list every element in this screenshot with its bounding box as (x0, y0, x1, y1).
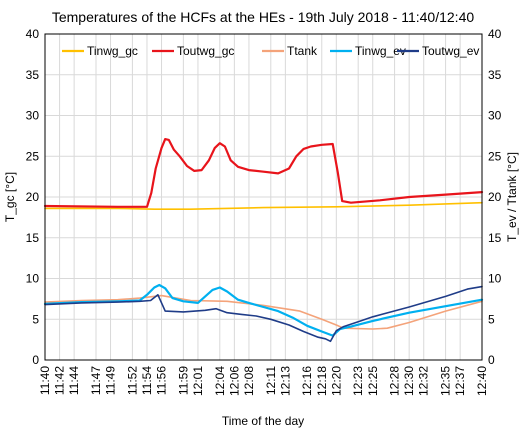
legend-label: Toutwg_ev (422, 44, 479, 58)
y-tick-label-left: 25 (26, 149, 40, 163)
y-tick-label-right: 15 (488, 231, 502, 245)
y-tick-label-left: 15 (26, 231, 40, 245)
x-tick-label: 12:32 (417, 366, 431, 396)
x-tick-label: 11:47 (89, 366, 103, 395)
x-tick-label: 12:18 (315, 366, 329, 396)
series-line-tinwg-ev (43, 283, 484, 337)
x-tick-label: 12:30 (402, 366, 416, 396)
series-line-tinwg-gc (44, 201, 483, 210)
grid-layer (45, 34, 482, 360)
chart-title: Temperatures of the HCFs at the HEs - 19… (52, 9, 475, 25)
y-tick-label-left: 20 (26, 190, 40, 204)
y-tick-label-left: 35 (26, 68, 40, 82)
series-line-toutwg-ev (44, 285, 483, 343)
y-tick-label-right: 20 (488, 190, 502, 204)
y-tick-label-right: 30 (488, 109, 502, 123)
y-tick-label-left: 0 (32, 353, 39, 367)
y-tick-label-left: 10 (26, 272, 40, 286)
x-axis-title: Time of the day (222, 414, 304, 428)
x-tick-label: 11:59 (176, 366, 190, 395)
series-line-ttank (44, 294, 483, 330)
legend-label: Ttank (287, 44, 318, 58)
x-tick-label: 12:13 (278, 366, 292, 396)
x-tick-label: 12:23 (351, 366, 365, 396)
x-tick-label: 12:01 (191, 366, 205, 396)
x-tick-label: 12:37 (453, 366, 467, 396)
legend-label: Toutwg_gc (177, 44, 234, 58)
x-tick-label: 12:40 (475, 366, 489, 396)
x-tick-label: 11:49 (104, 366, 118, 395)
x-tick-label: 12:08 (242, 366, 256, 396)
legend-label: Tinwg_ev (355, 44, 406, 58)
x-tick-label: 12:28 (388, 366, 402, 396)
y-tick-label-left: 30 (26, 109, 40, 123)
legend-label: Tinwg_gc (87, 44, 138, 58)
x-tick-label: 12:11 (264, 366, 278, 395)
y-tick-label-right: 5 (488, 312, 495, 326)
x-tick-label: 12:25 (366, 366, 380, 396)
legend: Tinwg_gc Toutwg_gc Ttank Tinwg_ev Toutwg_ev (62, 44, 479, 58)
y-axis-right-ticks: 0 5 10 15 20 25 30 35 40 (488, 27, 502, 367)
x-tick-label: 11:56 (155, 366, 169, 395)
series-layer (43, 138, 484, 343)
x-tick-label: 11:54 (140, 366, 154, 395)
y-tick-label-right: 25 (488, 149, 502, 163)
x-tick-label: 12:06 (227, 366, 241, 396)
x-tick-label: 12:16 (300, 366, 314, 396)
y-tick-label-left: 40 (26, 27, 40, 41)
x-tick-label: 11:42 (53, 366, 67, 395)
x-tick-label: 11:44 (67, 366, 81, 395)
y-axis-left-ticks: 0 5 10 15 20 25 30 35 40 (26, 27, 40, 367)
y-tick-label-left: 5 (32, 312, 39, 326)
x-tick-label: 12:20 (329, 366, 343, 396)
x-axis-ticks: 11:40 11:42 11:44 11:47 11:49 11:52 11:54 11:56… (38, 366, 489, 396)
x-tick-label: 12:35 (439, 366, 453, 396)
x-tick-label: 11:52 (125, 366, 139, 395)
plot-area-border (44, 33, 483, 361)
y-tick-label-right: 35 (488, 68, 502, 82)
y-tick-label-right: 0 (488, 353, 495, 367)
y-axis-right-title: T_ev / Ttank [°C] (505, 152, 519, 242)
x-tick-label: 12:04 (213, 366, 227, 396)
series-line-toutwg-gc (43, 138, 484, 208)
y-axis-left-title: T_gc [°C] (3, 172, 17, 222)
y-tick-label-right: 10 (488, 272, 502, 286)
x-tick-label: 11:40 (38, 366, 52, 395)
y-tick-label-right: 40 (488, 27, 502, 41)
